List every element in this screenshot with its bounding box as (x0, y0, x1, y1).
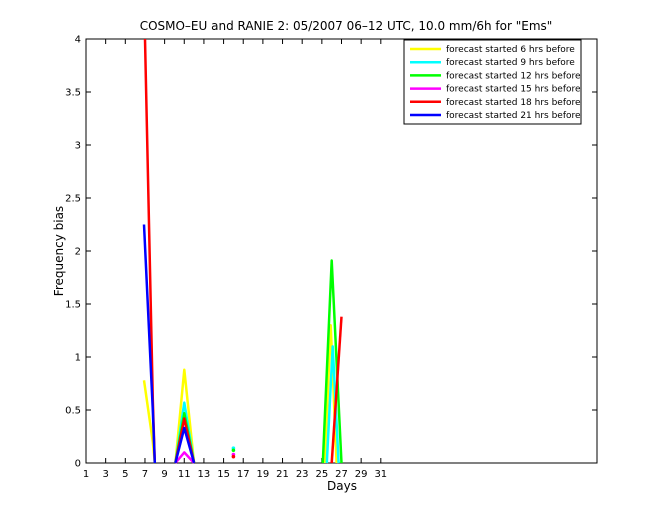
series-line-segment (142, 224, 157, 464)
x-tick-label: 19 (257, 469, 270, 480)
series-point (231, 448, 236, 453)
x-tick-label: 5 (122, 469, 128, 480)
x-tick-label: 9 (161, 469, 167, 480)
x-tick-label: 29 (355, 469, 368, 480)
y-tick-label: 4 (75, 35, 81, 46)
y-tick-label: 3.5 (65, 88, 81, 99)
legend-entry: forecast started 15 hrs before (446, 85, 581, 95)
x-tick-label: 13 (198, 469, 211, 480)
x-tick-label: 31 (374, 469, 387, 480)
series-line-segment (174, 368, 196, 464)
legend-box (403, 39, 582, 125)
x-tick-label: 17 (237, 469, 250, 480)
series-line-segment (330, 316, 343, 464)
series-line-segment (174, 451, 196, 464)
legend-entry: forecast started 9 hrs before (446, 58, 575, 68)
x-tick-label: 21 (276, 469, 289, 480)
chart-title: COSMO–EU and RANIE 2: 05/2007 06–12 UTC,… (140, 19, 553, 33)
series-lines (142, 38, 343, 464)
y-axis-label: Frequency bias (52, 206, 66, 296)
series-point (231, 454, 236, 459)
y-tick-label: 1 (75, 353, 81, 364)
x-axis-label: Days (327, 479, 357, 493)
series-6 (142, 224, 196, 464)
x-tick-label: 1 (83, 469, 89, 480)
y-tick-label: 1.5 (65, 300, 81, 311)
x-tick-label: 15 (217, 469, 230, 480)
legend-entry: forecast started 12 hrs before (446, 71, 581, 81)
y-tick-label: 2.5 (65, 194, 81, 205)
legend-entry: forecast started 18 hrs before (446, 98, 581, 108)
y-tick-label: 0.5 (65, 406, 81, 417)
series-line-segment (325, 345, 340, 464)
legend-entry: forecast started 21 hrs before (446, 111, 581, 121)
series-line-segment (174, 426, 196, 464)
legend-entry: forecast started 6 hrs before (446, 45, 575, 55)
x-tick-label: 25 (315, 469, 328, 480)
legend: forecast started 6 hrs before forecast st… (403, 39, 582, 125)
x-tick-label: 3 (102, 469, 108, 480)
series-line-segment (321, 259, 343, 464)
x-tick-label: 11 (178, 469, 191, 480)
x-tick-label: 27 (335, 469, 348, 480)
y-tick-label: 0 (75, 459, 81, 470)
y-tick-label: 2 (75, 247, 81, 258)
x-tick-label: 7 (142, 469, 148, 480)
y-tick-label: 3 (75, 141, 81, 152)
x-tick-label: 23 (296, 469, 309, 480)
